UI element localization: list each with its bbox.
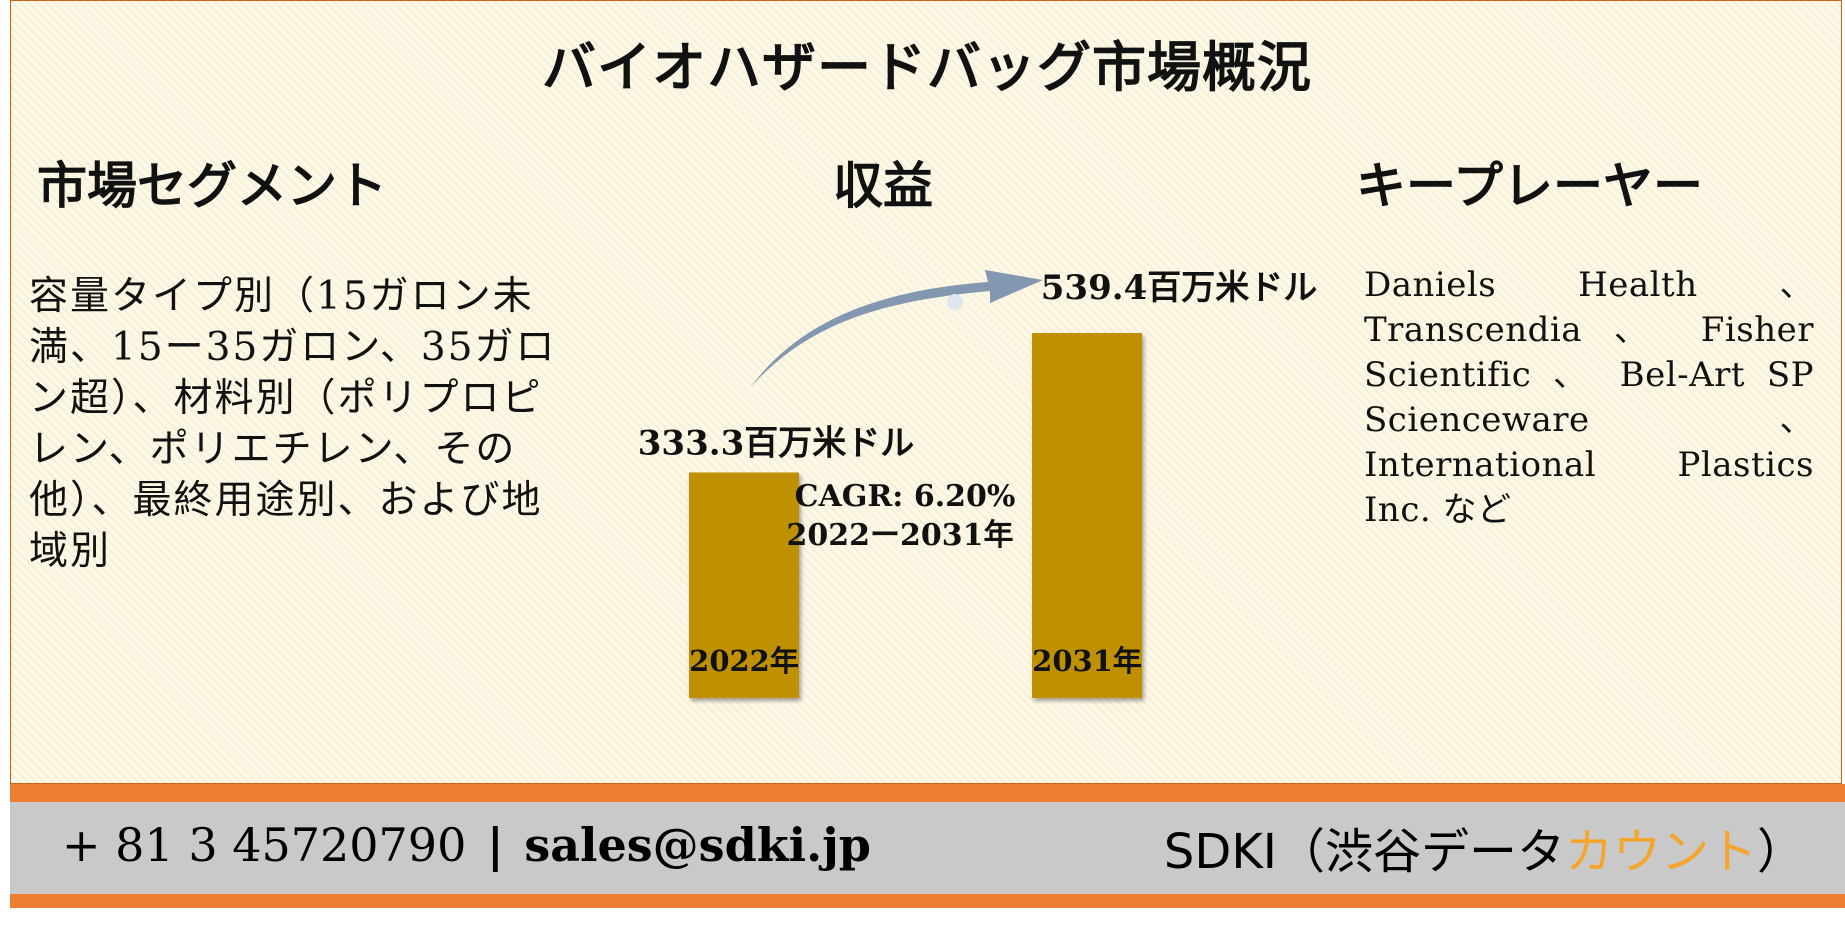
bar-2031 [1032,333,1142,698]
key-players-list: Daniels Health 、Transcendia 、 Fisher Sci… [1364,265,1814,530]
brand-accent: カウント [1564,824,1757,880]
contact-info: + 81 3 45720790 | sales@sdki.jp [62,818,871,872]
footer-bar [10,802,1845,894]
growth-arrow [750,270,1043,388]
brand-suffix: ） [1756,824,1805,880]
phone-number[interactable]: + 81 3 45720790 [62,818,467,872]
brand-name: SDKI（渋谷データカウント） [1164,812,1805,882]
value-label-2022: 333.3百万米ドル [638,423,914,463]
page-title: バイオハザードバッグ市場概況 [542,35,1312,99]
bar-2022 [689,472,799,698]
category-label-2031: 2031年 [1032,644,1142,678]
infographic-panel: バイオハザードバッグ市場概況 市場セグメント 収益 キープレーヤー 容量タイプ別… [10,0,1842,784]
category-label-2022: 2022年 [689,644,799,678]
email-link[interactable]: sales@sdki.jp [524,818,871,872]
segment-heading: 市場セグメント [37,156,387,215]
segment-description: 容量タイプ別（15ガロン未満、15ー35ガロン、35ガロン超）、材料別（ポリプロ… [29,274,557,574]
value-label-2031: 539.4百万米ドル [1041,268,1317,308]
arrow-highlight [947,294,963,310]
players-heading: キープレーヤー [1356,156,1703,215]
footer-top-band [10,784,1845,802]
brand-prefix: SDKI（渋谷データ [1163,824,1565,880]
footer-bottom-band [10,894,1845,908]
cagr-label: CAGR: 6.20% [795,479,1016,514]
contact-separator: | [486,818,504,872]
cagr-period-label: 2022ー2031年 [787,518,1014,553]
revenue-heading: 収益 [833,156,933,215]
